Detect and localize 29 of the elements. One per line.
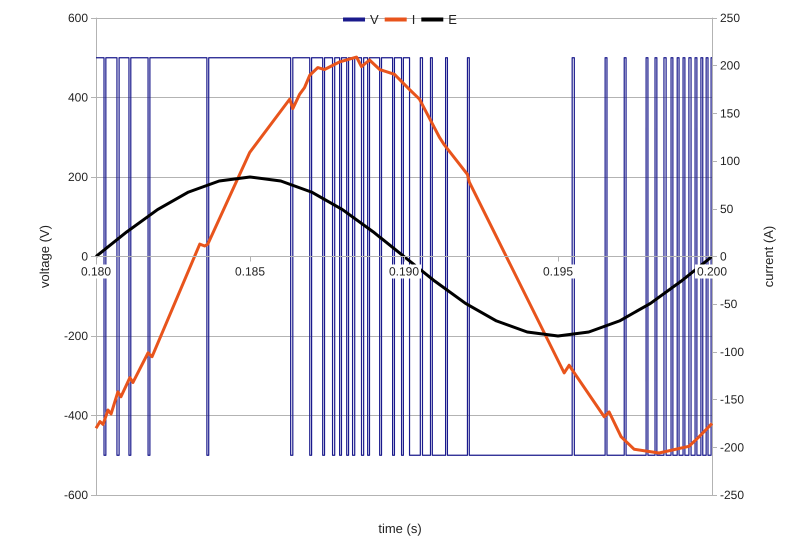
y-tick-label: 400	[68, 90, 88, 104]
x-tick-label: 0.180	[80, 264, 112, 278]
legend-label: V	[370, 12, 380, 27]
y2-tick-label: 250	[720, 11, 740, 25]
x-tick-label: 0.200	[696, 264, 728, 278]
y2-tick-label: 100	[720, 154, 740, 168]
y-axis-title: voltage (V)	[37, 225, 52, 288]
y2-tick-label: 0	[720, 250, 727, 264]
y2-tick-label: -50	[720, 297, 738, 312]
x-tick-label: 0.185	[234, 264, 266, 278]
legend-label: E	[448, 12, 458, 27]
y-tick-label: 200	[68, 170, 88, 184]
y-tick-label: -200	[64, 329, 88, 343]
y2-tick-label: -150	[720, 392, 744, 407]
x-axis-title: time (s)	[378, 521, 422, 536]
y2-tick-label: 50	[720, 202, 734, 216]
legend-label: I	[412, 12, 416, 27]
y-tick-label: -400	[64, 408, 88, 422]
y-tick-label: -600	[64, 488, 88, 502]
y2-tick-label: -250	[720, 488, 744, 502]
x-tick-label: 0.190	[388, 264, 420, 278]
y2-tick-label: -100	[720, 344, 744, 359]
y-tick-label: 600	[68, 11, 88, 25]
x-tick-label: 0.195	[542, 264, 574, 278]
y2-axis-title: current (A)	[761, 226, 776, 288]
y2-tick-label: 200	[720, 58, 740, 73]
y-tick-label: 0	[81, 250, 88, 264]
y2-tick-label: 150	[720, 106, 740, 120]
y2-tick-label: -200	[720, 440, 744, 454]
